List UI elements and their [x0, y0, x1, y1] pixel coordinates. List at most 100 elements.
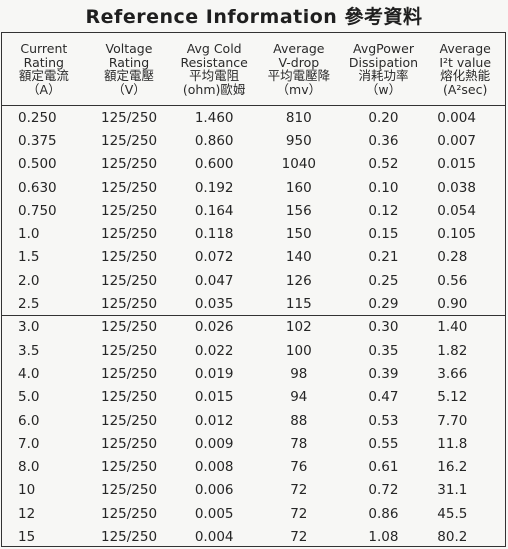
cell-voltage-drop: 76: [290, 459, 308, 476]
cell-voltage-drop: 1040: [281, 156, 316, 173]
header-cold-resistance: Avg Cold Resistance 平均電阻 (ohm)歐姆: [180, 41, 248, 97]
cell-current-rating: 2.5: [18, 295, 40, 312]
cell-cold-resistance: 0.164: [194, 202, 234, 219]
table-row: 1.5 125/250 0.072 140 0.21 0.28: [2, 246, 505, 269]
cell-cold-resistance: 0.047: [194, 272, 234, 289]
cell-i2t-value: 7.70: [437, 412, 468, 429]
cell-power-dissipation: 1.08: [368, 528, 399, 545]
table-row: 7.0 125/250 0.009 78 0.55 11.8: [2, 432, 505, 455]
cell-i2t-value: 0.038: [437, 179, 476, 196]
cell-voltage-drop: 102: [285, 319, 312, 336]
cell-cold-resistance: 0.008: [194, 459, 234, 476]
table-row: 3.0 125/250 0.026 102 0.30 1.40: [2, 316, 505, 339]
cell-voltage-rating: 125/250: [100, 459, 158, 476]
cell-power-dissipation: 0.52: [368, 156, 399, 173]
table-row: 0.630 125/250 0.192 160 0.10 0.038: [2, 176, 505, 199]
cell-cold-resistance: 0.026: [194, 319, 234, 336]
cell-voltage-drop: 810: [285, 109, 312, 126]
table-body: 0.250 125/250 1.460 810 0.20 0.004 0.375 125/25…: [2, 106, 505, 549]
cell-current-rating: 15: [18, 528, 36, 545]
table-row: 8.0 125/250 0.008 76 0.61 16.2: [2, 455, 505, 478]
table-row: 5.0 125/250 0.015 94 0.47 5.12: [2, 386, 505, 409]
cell-power-dissipation: 0.30: [368, 319, 399, 336]
cell-cold-resistance: 0.118: [194, 226, 234, 243]
cell-voltage-drop: 115: [285, 295, 312, 312]
cell-voltage-drop: 140: [285, 249, 312, 266]
cell-current-rating: 0.630: [18, 179, 57, 196]
table-row: 12 125/250 0.005 72 0.86 45.5: [2, 502, 505, 525]
cell-voltage-drop: 98: [290, 365, 308, 382]
cell-voltage-drop: 160: [285, 179, 312, 196]
cell-cold-resistance: 0.005: [194, 505, 234, 522]
cell-i2t-value: 0.015: [437, 156, 476, 173]
cell-power-dissipation: 0.15: [368, 226, 399, 243]
table-row: 0.750 125/250 0.164 156 0.12 0.054: [2, 199, 505, 222]
cell-voltage-rating: 125/250: [100, 528, 158, 545]
cell-current-rating: 0.500: [18, 156, 57, 173]
cell-current-rating: 10: [18, 482, 36, 499]
cell-power-dissipation: 0.86: [368, 505, 399, 522]
cell-voltage-drop: 78: [290, 435, 308, 452]
cell-power-dissipation: 0.20: [368, 109, 399, 126]
cell-cold-resistance: 0.004: [194, 528, 234, 545]
cell-cold-resistance: 0.022: [194, 342, 234, 359]
header-power-dissipation: AvgPower Dissipation 消耗功率 （w）: [348, 41, 419, 97]
cell-voltage-drop: 88: [290, 412, 308, 429]
cell-i2t-value: 0.28: [437, 249, 468, 266]
cell-current-rating: 2.0: [18, 272, 40, 289]
cell-current-rating: 3.0: [18, 319, 40, 336]
cell-voltage-rating: 125/250: [100, 295, 158, 312]
cell-current-rating: 12: [18, 505, 36, 522]
cell-voltage-rating: 125/250: [100, 109, 158, 126]
cell-voltage-rating: 125/250: [100, 435, 158, 452]
cell-current-rating: 0.250: [18, 109, 57, 126]
cell-voltage-drop: 126: [285, 272, 312, 289]
header-i2t-value: Average I²t value 熔化熱能 (A²sec): [439, 41, 492, 97]
table-row: 10 125/250 0.006 72 0.72 31.1: [2, 479, 505, 502]
table-row: 15 125/250 0.004 72 1.08 80.2: [2, 525, 505, 548]
cell-power-dissipation: 0.25: [368, 272, 399, 289]
header-current-rating: Current Rating 額定電流 （A）: [18, 41, 69, 97]
cell-voltage-rating: 125/250: [100, 389, 158, 406]
table-row: 1.0 125/250 0.118 150 0.15 0.105: [2, 222, 505, 245]
cell-cold-resistance: 0.019: [194, 365, 234, 382]
cell-cold-resistance: 0.009: [194, 435, 234, 452]
cell-cold-resistance: 0.035: [194, 295, 234, 312]
cell-current-rating: 3.5: [18, 342, 40, 359]
table-row: 0.250 125/250 1.460 810 0.20 0.004: [2, 106, 505, 129]
cell-current-rating: 7.0: [18, 435, 40, 452]
cell-cold-resistance: 0.600: [194, 156, 234, 173]
cell-current-rating: 0.750: [18, 202, 57, 219]
cell-current-rating: 1.0: [18, 226, 40, 243]
cell-voltage-rating: 125/250: [100, 319, 158, 336]
cell-voltage-drop: 100: [285, 342, 312, 359]
cell-voltage-rating: 125/250: [100, 202, 158, 219]
cell-i2t-value: 0.90: [437, 295, 468, 312]
cell-voltage-drop: 950: [285, 132, 312, 149]
cell-current-rating: 6.0: [18, 412, 40, 429]
cell-voltage-rating: 125/250: [100, 226, 158, 243]
reference-table: Current Rating 額定電流 （A） Voltage Rating 額…: [1, 32, 506, 547]
cell-voltage-rating: 125/250: [100, 249, 158, 266]
header-voltage-drop: Average V-drop 平均電壓降 （mv）: [267, 41, 331, 97]
cell-cold-resistance: 0.006: [194, 482, 234, 499]
table-row: 2.5 125/250 0.035 115 0.29 0.90: [2, 292, 505, 316]
cell-power-dissipation: 0.72: [368, 482, 399, 499]
cell-cold-resistance: 0.015: [194, 389, 234, 406]
cell-cold-resistance: 0.860: [194, 132, 234, 149]
cell-power-dissipation: 0.47: [368, 389, 399, 406]
cell-power-dissipation: 0.61: [368, 459, 399, 476]
cell-power-dissipation: 0.39: [368, 365, 399, 382]
cell-power-dissipation: 0.53: [368, 412, 399, 429]
cell-voltage-rating: 125/250: [100, 272, 158, 289]
cell-power-dissipation: 0.12: [368, 202, 399, 219]
table-row: 6.0 125/250 0.012 88 0.53 7.70: [2, 409, 505, 432]
cell-cold-resistance: 1.460: [194, 109, 234, 126]
cell-voltage-drop: 72: [290, 505, 308, 522]
cell-power-dissipation: 0.35: [368, 342, 399, 359]
cell-cold-resistance: 0.012: [194, 412, 234, 429]
cell-voltage-rating: 125/250: [100, 132, 158, 149]
cell-voltage-rating: 125/250: [100, 179, 158, 196]
cell-i2t-value: 45.5: [437, 505, 468, 522]
